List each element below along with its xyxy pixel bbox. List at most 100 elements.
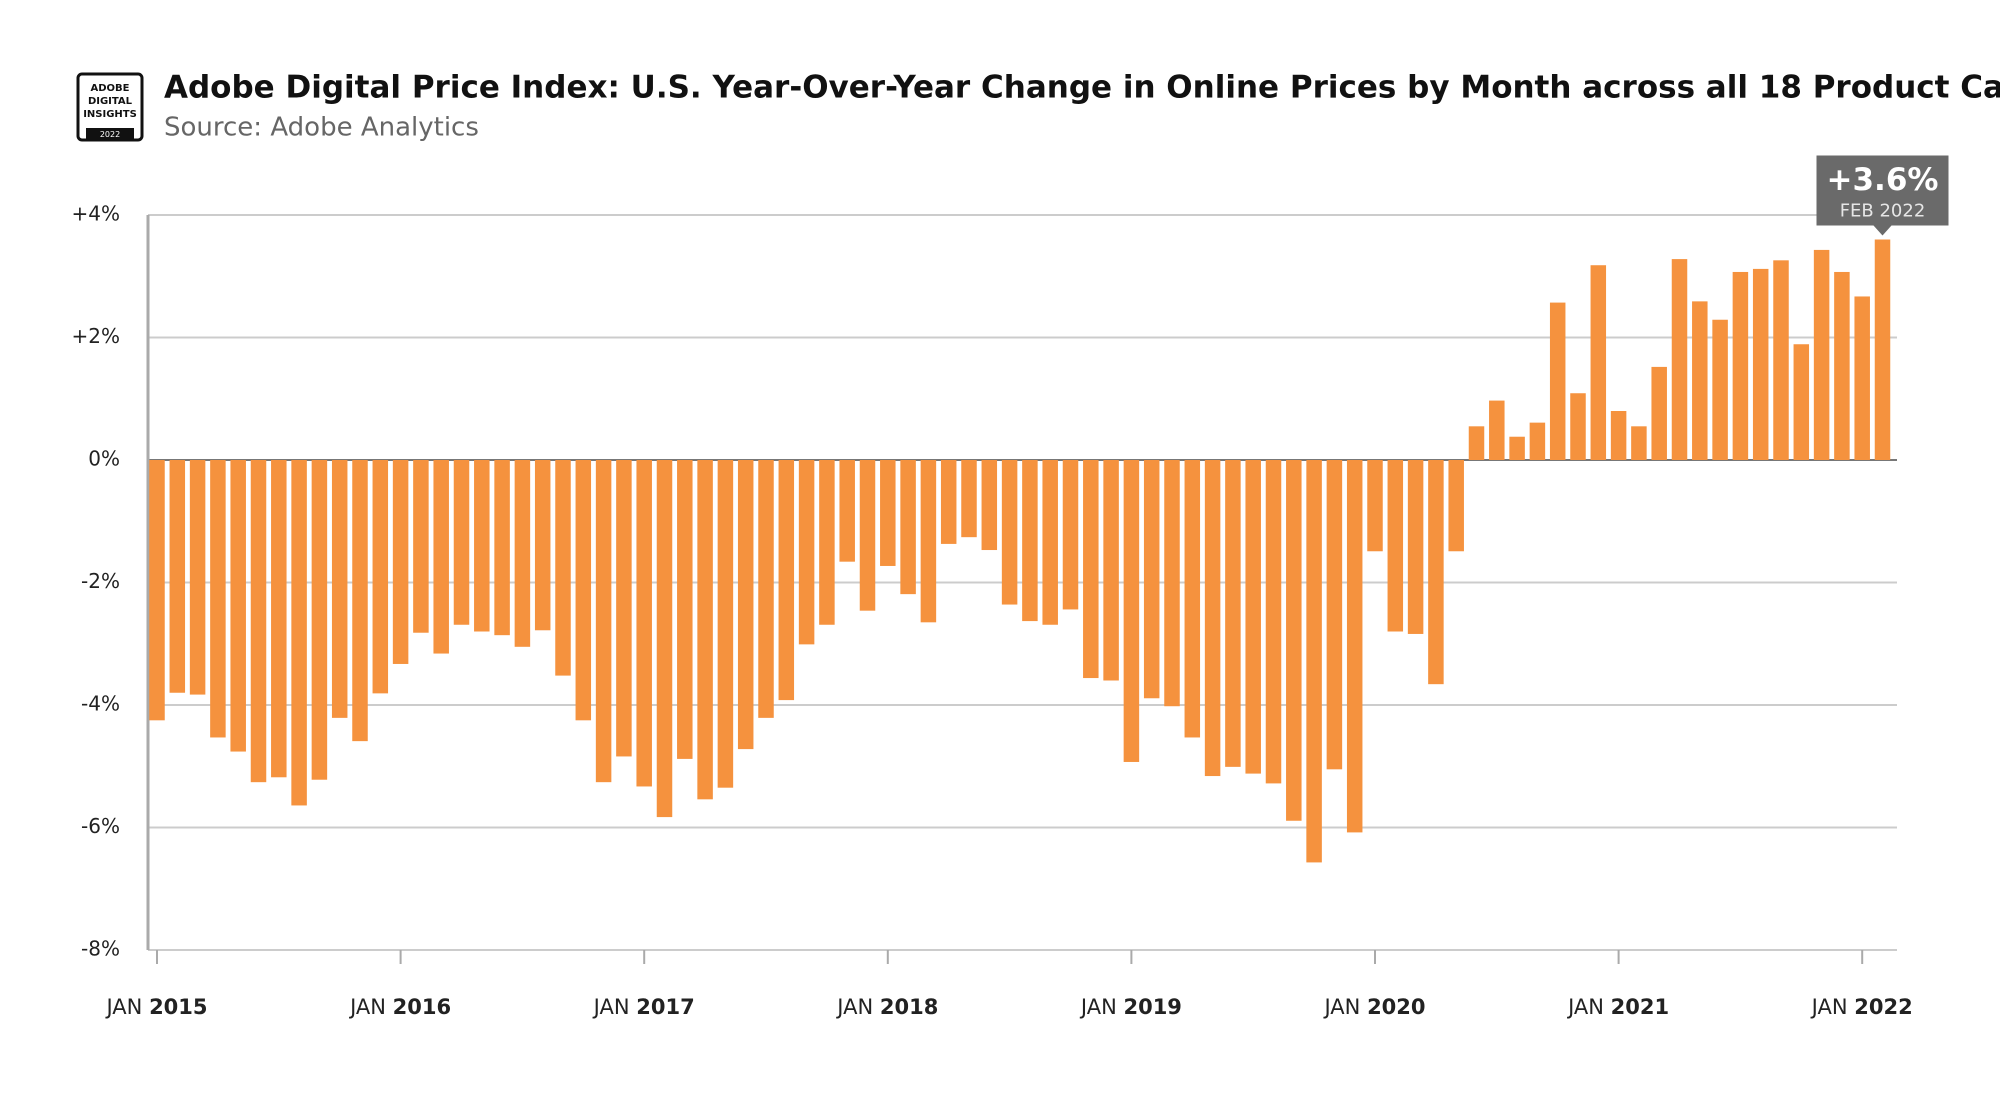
bar (1813, 249, 1830, 460)
bar (1549, 302, 1566, 460)
bar (1610, 411, 1627, 460)
y-tick-label: -2% (81, 569, 120, 593)
bar (1346, 460, 1363, 833)
bar (1590, 265, 1607, 460)
annotation-pointer (1873, 225, 1892, 236)
bar (798, 460, 815, 645)
logo-bar (86, 128, 134, 140)
bar (1570, 393, 1586, 460)
bar (372, 460, 389, 694)
bar (1387, 460, 1404, 632)
bar (352, 460, 368, 742)
bar (859, 460, 876, 611)
bar (392, 460, 409, 664)
value-label: +3.6% (1827, 162, 1939, 198)
bar (189, 460, 206, 695)
chart-subtitle: Source: Adobe Analytics (164, 113, 479, 143)
y-tick-label: +4% (72, 202, 121, 226)
x-tick-label: JAN 2017 (592, 995, 695, 1019)
bar (880, 460, 896, 566)
x-tick-year: 2021 (1611, 995, 1669, 1019)
bar (230, 460, 246, 752)
x-tick-month: JAN (1566, 995, 1604, 1019)
bar (1001, 460, 1018, 605)
bar (1692, 301, 1708, 460)
bar (413, 460, 429, 633)
bar (1245, 460, 1261, 774)
logo-text: INSIGHTS (83, 109, 137, 120)
bar (534, 460, 551, 631)
bar (1143, 460, 1160, 699)
x-tick-label: JAN 2019 (1079, 995, 1182, 1019)
bar (1489, 400, 1505, 460)
bar (1529, 422, 1546, 460)
bar (961, 460, 977, 538)
x-tick-year: 2017 (636, 995, 694, 1019)
bar (1732, 271, 1749, 460)
bar (839, 460, 855, 562)
chart-title: Adobe Digital Price Index: U.S. Year-Ove… (164, 70, 2000, 106)
bar (1752, 268, 1769, 460)
bar (677, 460, 693, 759)
x-tick-year: 2022 (1854, 995, 1912, 1019)
y-tick-label: +2% (72, 324, 121, 348)
x-tick-label: JAN 2022 (1810, 995, 1913, 1019)
x-tick-month: JAN (1322, 995, 1360, 1019)
bar (1286, 460, 1302, 821)
x-tick-label: JAN 2018 (835, 995, 938, 1019)
bar (1712, 319, 1728, 460)
x-tick-year: 2018 (880, 995, 938, 1019)
bar (494, 460, 510, 636)
bar (1793, 344, 1810, 460)
bar (1834, 271, 1850, 460)
x-tick-month: JAN (1810, 995, 1848, 1019)
bar (1083, 460, 1099, 679)
x-tick-month: JAN (1079, 995, 1117, 1019)
bar (1184, 460, 1201, 738)
bar (210, 460, 226, 738)
bar (474, 460, 490, 632)
bar (1631, 426, 1647, 460)
x-tick-year: 2020 (1367, 995, 1425, 1019)
bar (453, 460, 470, 625)
bar (656, 460, 673, 818)
bar (1042, 460, 1058, 625)
bar (311, 460, 328, 780)
x-tick-month: JAN (835, 995, 873, 1019)
bar (697, 460, 713, 800)
y-tick-label: -6% (81, 814, 120, 838)
logo-text: ADOBE (91, 83, 130, 94)
logo-text: DIGITAL (88, 96, 133, 107)
bar (433, 460, 449, 654)
bar (717, 460, 734, 788)
bar (1123, 460, 1140, 762)
bar (331, 460, 348, 718)
x-tick-month: JAN (104, 995, 142, 1019)
bar (737, 460, 754, 750)
x-tick-year: 2015 (149, 995, 207, 1019)
bar (758, 460, 774, 718)
y-tick-label: -4% (81, 692, 120, 716)
bar (514, 460, 531, 647)
bar (1854, 296, 1870, 460)
x-tick-label: JAN 2020 (1322, 995, 1425, 1019)
bar (1367, 460, 1383, 552)
bar (920, 460, 937, 623)
bar (981, 460, 998, 551)
bar (940, 460, 957, 544)
bar (900, 460, 916, 595)
bar (819, 460, 835, 625)
bar (1265, 460, 1282, 784)
bar (271, 460, 287, 778)
bar (149, 460, 165, 721)
annotation-box (1816, 155, 1949, 226)
y-tick-label: -8% (81, 937, 120, 961)
annotation-date: FEB 2022 (1840, 201, 1926, 222)
x-tick-label: JAN 2015 (104, 995, 207, 1019)
bar (595, 460, 612, 783)
bar (1225, 460, 1241, 767)
bar (1874, 239, 1891, 460)
bar (169, 460, 186, 693)
bar (250, 460, 267, 783)
